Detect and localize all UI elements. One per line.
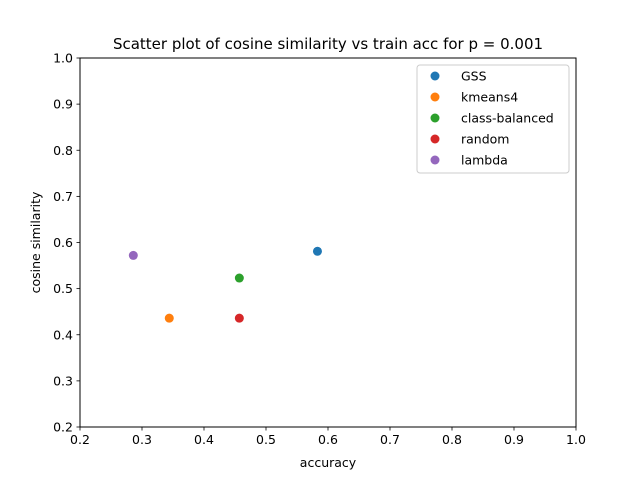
x-tick-label: 0.3 [132,432,152,447]
legend-marker [430,134,440,144]
x-axis: 0.2 0.3 0.4 0.5 0.6 0.7 0.8 0.9 1.0 [70,427,586,447]
x-tick-label: 0.9 [504,432,524,447]
legend-label: class-balanced [461,111,554,126]
data-point-lambda [128,250,138,260]
x-tick-label: 0.5 [256,432,276,447]
legend-label: lambda [461,153,508,168]
x-tick-label: 0.8 [442,432,462,447]
data-point-class-balanced [234,273,244,283]
y-tick-label: 1.0 [53,51,73,66]
y-tick-label: 0.3 [53,373,73,388]
legend-marker [430,155,440,165]
y-tick-label: 0.7 [53,189,73,204]
y-tick-label: 0.6 [53,235,73,250]
legend-label: GSS [461,69,487,84]
y-tick-label: 0.2 [53,420,73,435]
legend-label: random [461,132,509,147]
x-axis-label: accuracy [300,455,357,470]
x-tick-label: 0.4 [194,432,214,447]
y-tick-label: 0.5 [53,281,73,296]
legend: GSS kmeans4 class-balanced random lambda [416,64,570,174]
legend-marker [430,71,440,81]
y-tick-label: 0.9 [53,97,73,112]
data-points [128,246,322,323]
x-tick-label: 0.6 [318,432,338,447]
y-axis: 0.2 0.3 0.4 0.5 0.6 0.7 0.8 0.9 1.0 [53,51,80,435]
y-tick-label: 0.8 [53,143,73,158]
legend-marker [430,92,440,102]
y-tick-label: 0.4 [53,327,73,342]
data-point-kmeans4 [164,313,174,323]
chart-title: Scatter plot of cosine similarity vs tra… [113,35,543,53]
x-tick-label: 1.0 [566,432,586,447]
legend-frame [416,64,570,174]
data-point-random [234,313,244,323]
x-tick-label: 0.2 [70,432,90,447]
x-tick-label: 0.7 [380,432,400,447]
y-axis-label: cosine similarity [28,191,43,293]
legend-label: kmeans4 [461,90,518,105]
legend-marker [430,113,440,123]
data-point-GSS [312,246,322,256]
